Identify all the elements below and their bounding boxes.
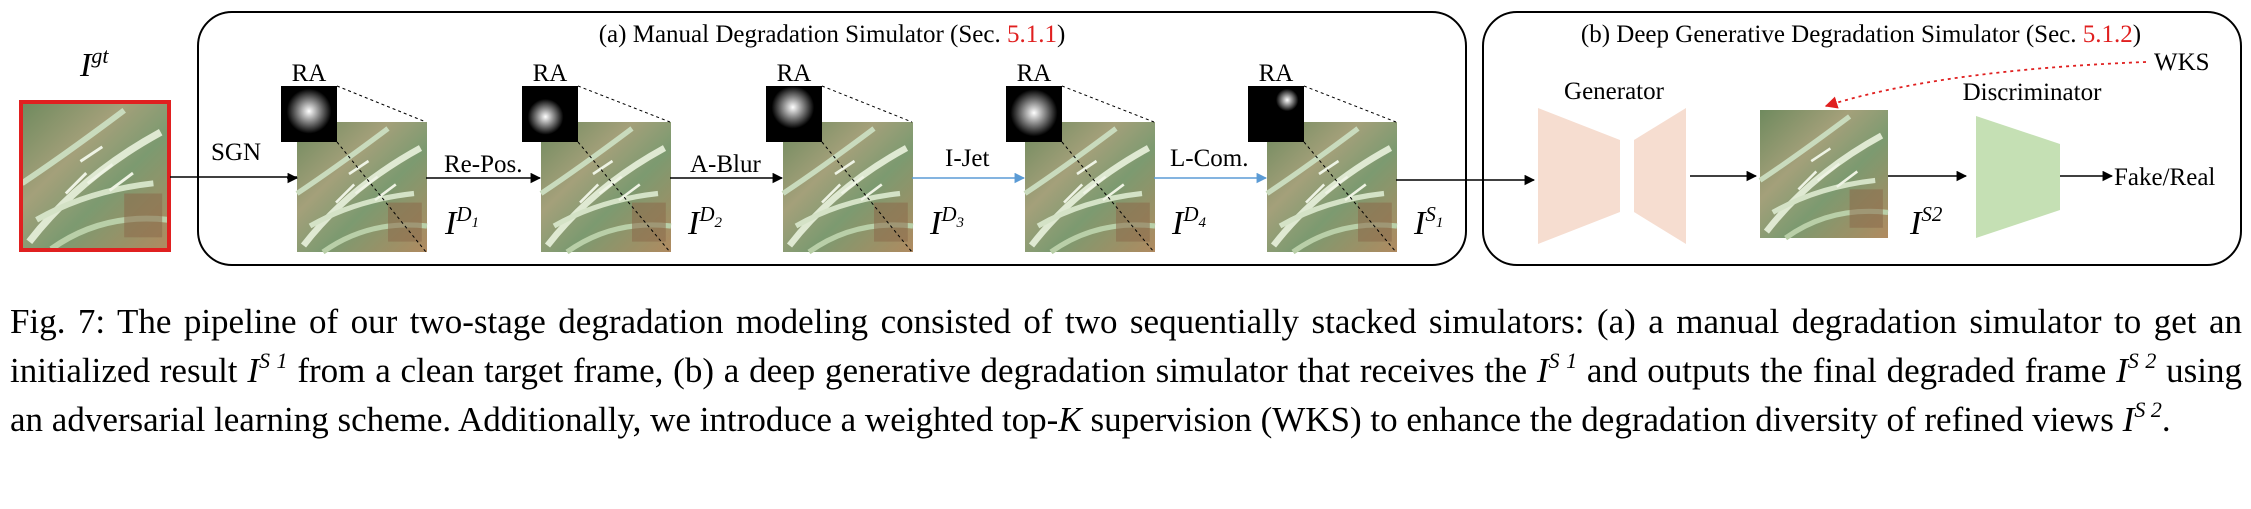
- ra-map-3: [766, 86, 822, 142]
- panel-b-frame: [1482, 11, 2242, 266]
- stage-op-3: A-Blur: [690, 151, 762, 178]
- ra-map-5: [1248, 86, 1304, 142]
- refined-label: IS2: [1909, 202, 1943, 242]
- stage-output-5: IS1: [1413, 202, 1443, 242]
- stage-output-3: ID3: [929, 202, 964, 242]
- stage-3: RA A-Blur ID3: [690, 60, 964, 252]
- ra-label-4: RA: [1017, 60, 1052, 87]
- output-label: Fake/Real: [2114, 164, 2215, 191]
- ra-map-4: [1006, 86, 1062, 142]
- panel-b-title: (b) Deep Generative Degradation Simulato…: [1581, 21, 2141, 48]
- stage-op-2: Re-Pos.: [444, 151, 522, 178]
- ra-label-5: RA: [1259, 60, 1294, 87]
- input-image: [21, 102, 169, 250]
- generator-shape: [1538, 108, 1686, 244]
- ra-map-2: [522, 86, 578, 142]
- discriminator-label: Discriminator: [1963, 79, 2103, 106]
- wks-arrow: [1824, 61, 2147, 109]
- ra-label-3: RA: [777, 60, 812, 87]
- figure-caption: Fig. 7: The pipeline of our two-stage de…: [10, 302, 2242, 439]
- pipeline-figure: (a) Manual Degradation Simulator (Sec. 5…: [0, 11, 2242, 266]
- stage-output-4: ID4: [1171, 202, 1207, 242]
- stage-output-1: ID1: [444, 202, 479, 242]
- ra-label-2: RA: [533, 60, 568, 87]
- stage-1: RA SGN ID1: [211, 60, 479, 252]
- stage-4: RA I-Jet ID4: [945, 60, 1207, 252]
- wks-label: WKS: [2154, 49, 2210, 76]
- generator-label: Generator: [1564, 78, 1665, 105]
- panel-a-frame: [197, 11, 1467, 266]
- stage-2: RA Re-Pos. ID2: [444, 60, 723, 252]
- panel-a-title: (a) Manual Degradation Simulator (Sec. 5…: [599, 21, 1066, 48]
- input-label: Igt: [79, 43, 109, 84]
- ra-map-1: [281, 86, 337, 142]
- ra-label-1: RA: [292, 60, 327, 87]
- refined-image: [1760, 110, 1888, 238]
- discriminator-shape: [1976, 116, 2060, 238]
- stage-op-5: L-Com.: [1170, 145, 1248, 172]
- stage-op-4: I-Jet: [945, 145, 989, 172]
- stage-5: RA L-Com. IS1: [1170, 60, 1443, 252]
- stage-op-1: SGN: [211, 139, 261, 166]
- stage-output-2: ID2: [687, 202, 723, 242]
